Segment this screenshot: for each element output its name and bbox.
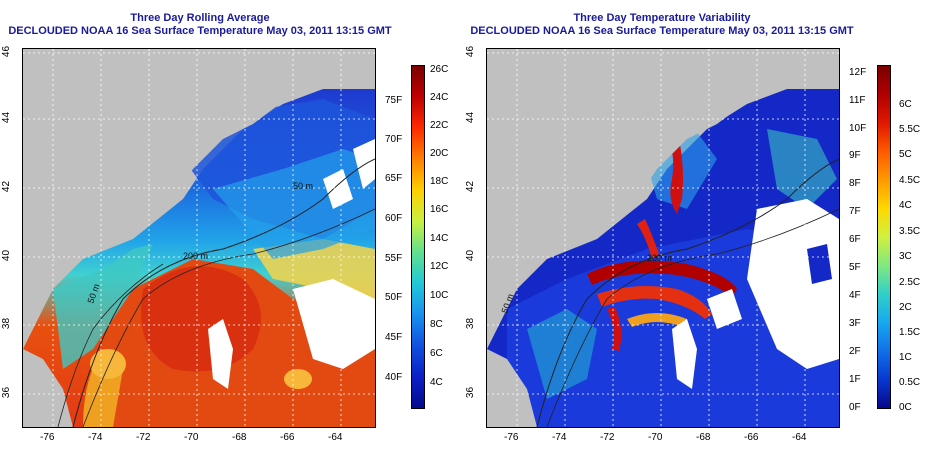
right-cbar-f-6: 6F xyxy=(849,234,861,245)
right-xtick-0: -76 xyxy=(504,432,519,443)
left-xtick-4: -68 xyxy=(232,432,247,443)
left-xtick-3: -70 xyxy=(184,432,199,443)
right-ytick-3: 40 xyxy=(465,249,477,262)
left-contour-label-50m-b: 50 m xyxy=(293,181,313,191)
right-cbar-c-1: 5.5C xyxy=(899,124,921,135)
left-xtick-1: -74 xyxy=(88,432,103,443)
left-cbar-f-1: 70F xyxy=(385,134,403,145)
right-xtick-1: -74 xyxy=(552,432,567,443)
left-title-line1: Three Day Rolling Average xyxy=(130,12,270,24)
right-cbar-c-8: 2C xyxy=(899,302,912,313)
left-cbar-c-10: 6C xyxy=(430,348,443,359)
left-ytick-3: 40 xyxy=(1,249,13,262)
right-contour-label-200m: 200 m xyxy=(647,253,672,263)
right-title-line2: DECLOUDED NOAA 16 Sea Surface Temperatur… xyxy=(470,25,854,37)
right-ytick-5: 36 xyxy=(465,386,477,399)
left-cbar-f-0: 75F xyxy=(385,95,403,106)
right-cbar-f-9: 3F xyxy=(849,318,861,329)
right-cbar-f-11: 1F xyxy=(849,374,861,385)
right-xtick-2: -72 xyxy=(600,432,615,443)
left-ytick-1: 44 xyxy=(1,111,13,124)
right-cbar-c-3: 4.5C xyxy=(899,175,921,186)
left-contour-label-200m: 200 m xyxy=(183,251,208,261)
left-cbar-c-3: 20C xyxy=(430,148,449,159)
right-ytick-0: 46 xyxy=(465,45,477,58)
left-cbar-f-6: 45F xyxy=(385,332,403,343)
right-cbar-c-4: 4C xyxy=(899,200,912,211)
right-cbar-f-3: 9F xyxy=(849,150,861,161)
left-cbar-c-4: 18C xyxy=(430,176,449,187)
right-xtick-3: -70 xyxy=(648,432,663,443)
left-ytick-4: 38 xyxy=(1,317,13,330)
right-cbar-f-10: 2F xyxy=(849,346,861,357)
right-cbar-f-1: 11F xyxy=(849,95,866,106)
left-cbar-c-11: 4C xyxy=(430,377,443,388)
left-cbar-f-7: 40F xyxy=(385,372,403,383)
left-map: 200 m 50 m 50 m xyxy=(22,48,376,428)
left-cbar-f-5: 50F xyxy=(385,292,403,303)
left-sst-image: 200 m 50 m 50 m xyxy=(23,49,375,427)
right-ytick-1: 44 xyxy=(465,111,477,124)
left-cbar-f-4: 55F xyxy=(385,253,403,264)
right-cbar-c-10: 1C xyxy=(899,352,912,363)
left-cbar-f-2: 65F xyxy=(385,173,403,184)
right-cbar-c-0: 6C xyxy=(899,99,912,110)
right-variability-image: 200 m 50 m xyxy=(487,49,839,427)
right-cbar-c-11: 0.5C xyxy=(899,377,921,388)
right-title-line1: Three Day Temperature Variability xyxy=(573,12,751,24)
left-xtick-6: -64 xyxy=(328,432,343,443)
right-colorbar xyxy=(877,65,891,409)
right-cbar-c-2: 5C xyxy=(899,149,912,160)
right-cbar-f-0: 12F xyxy=(849,67,867,78)
left-xtick-5: -66 xyxy=(280,432,295,443)
right-cbar-f-2: 10F xyxy=(849,123,867,134)
right-xtick-6: -64 xyxy=(792,432,807,443)
left-cbar-c-0: 26C xyxy=(430,64,449,75)
right-cbar-c-6: 3C xyxy=(899,251,912,262)
left-cbar-f-3: 60F xyxy=(385,213,403,224)
left-title-line2: DECLOUDED NOAA 16 Sea Surface Temperatur… xyxy=(8,25,392,37)
right-cbar-c-9: 1.5C xyxy=(899,327,921,338)
right-cbar-c-7: 2.5C xyxy=(899,277,921,288)
right-cbar-c-12: 0C xyxy=(899,402,912,413)
right-xtick-5: -66 xyxy=(744,432,759,443)
left-colorbar xyxy=(411,65,425,409)
right-cbar-f-7: 5F xyxy=(849,262,861,273)
left-cbar-c-7: 12C xyxy=(430,261,449,272)
right-cbar-f-4: 8F xyxy=(849,178,861,189)
left-cbar-c-9: 8C xyxy=(430,319,443,330)
right-map: 200 m 50 m xyxy=(486,48,840,428)
right-cbar-f-12: 0F xyxy=(849,402,861,413)
left-ytick-0: 46 xyxy=(1,45,13,58)
left-ytick-5: 36 xyxy=(1,386,13,399)
left-xtick-2: -72 xyxy=(136,432,151,443)
left-cbar-c-2: 22C xyxy=(430,120,449,131)
left-cbar-c-1: 24C xyxy=(430,92,449,103)
left-xtick-0: -76 xyxy=(40,432,55,443)
left-ytick-2: 42 xyxy=(1,180,13,193)
right-cbar-f-8: 4F xyxy=(849,290,861,301)
right-ytick-2: 42 xyxy=(465,180,477,193)
left-cbar-c-8: 10C xyxy=(430,290,449,301)
left-cbar-c-6: 14C xyxy=(430,233,449,244)
right-xtick-4: -68 xyxy=(696,432,711,443)
right-cbar-f-5: 7F xyxy=(849,206,861,217)
left-cbar-c-5: 16C xyxy=(430,204,449,215)
right-cbar-c-5: 3.5C xyxy=(899,226,921,237)
right-ytick-4: 38 xyxy=(465,317,477,330)
